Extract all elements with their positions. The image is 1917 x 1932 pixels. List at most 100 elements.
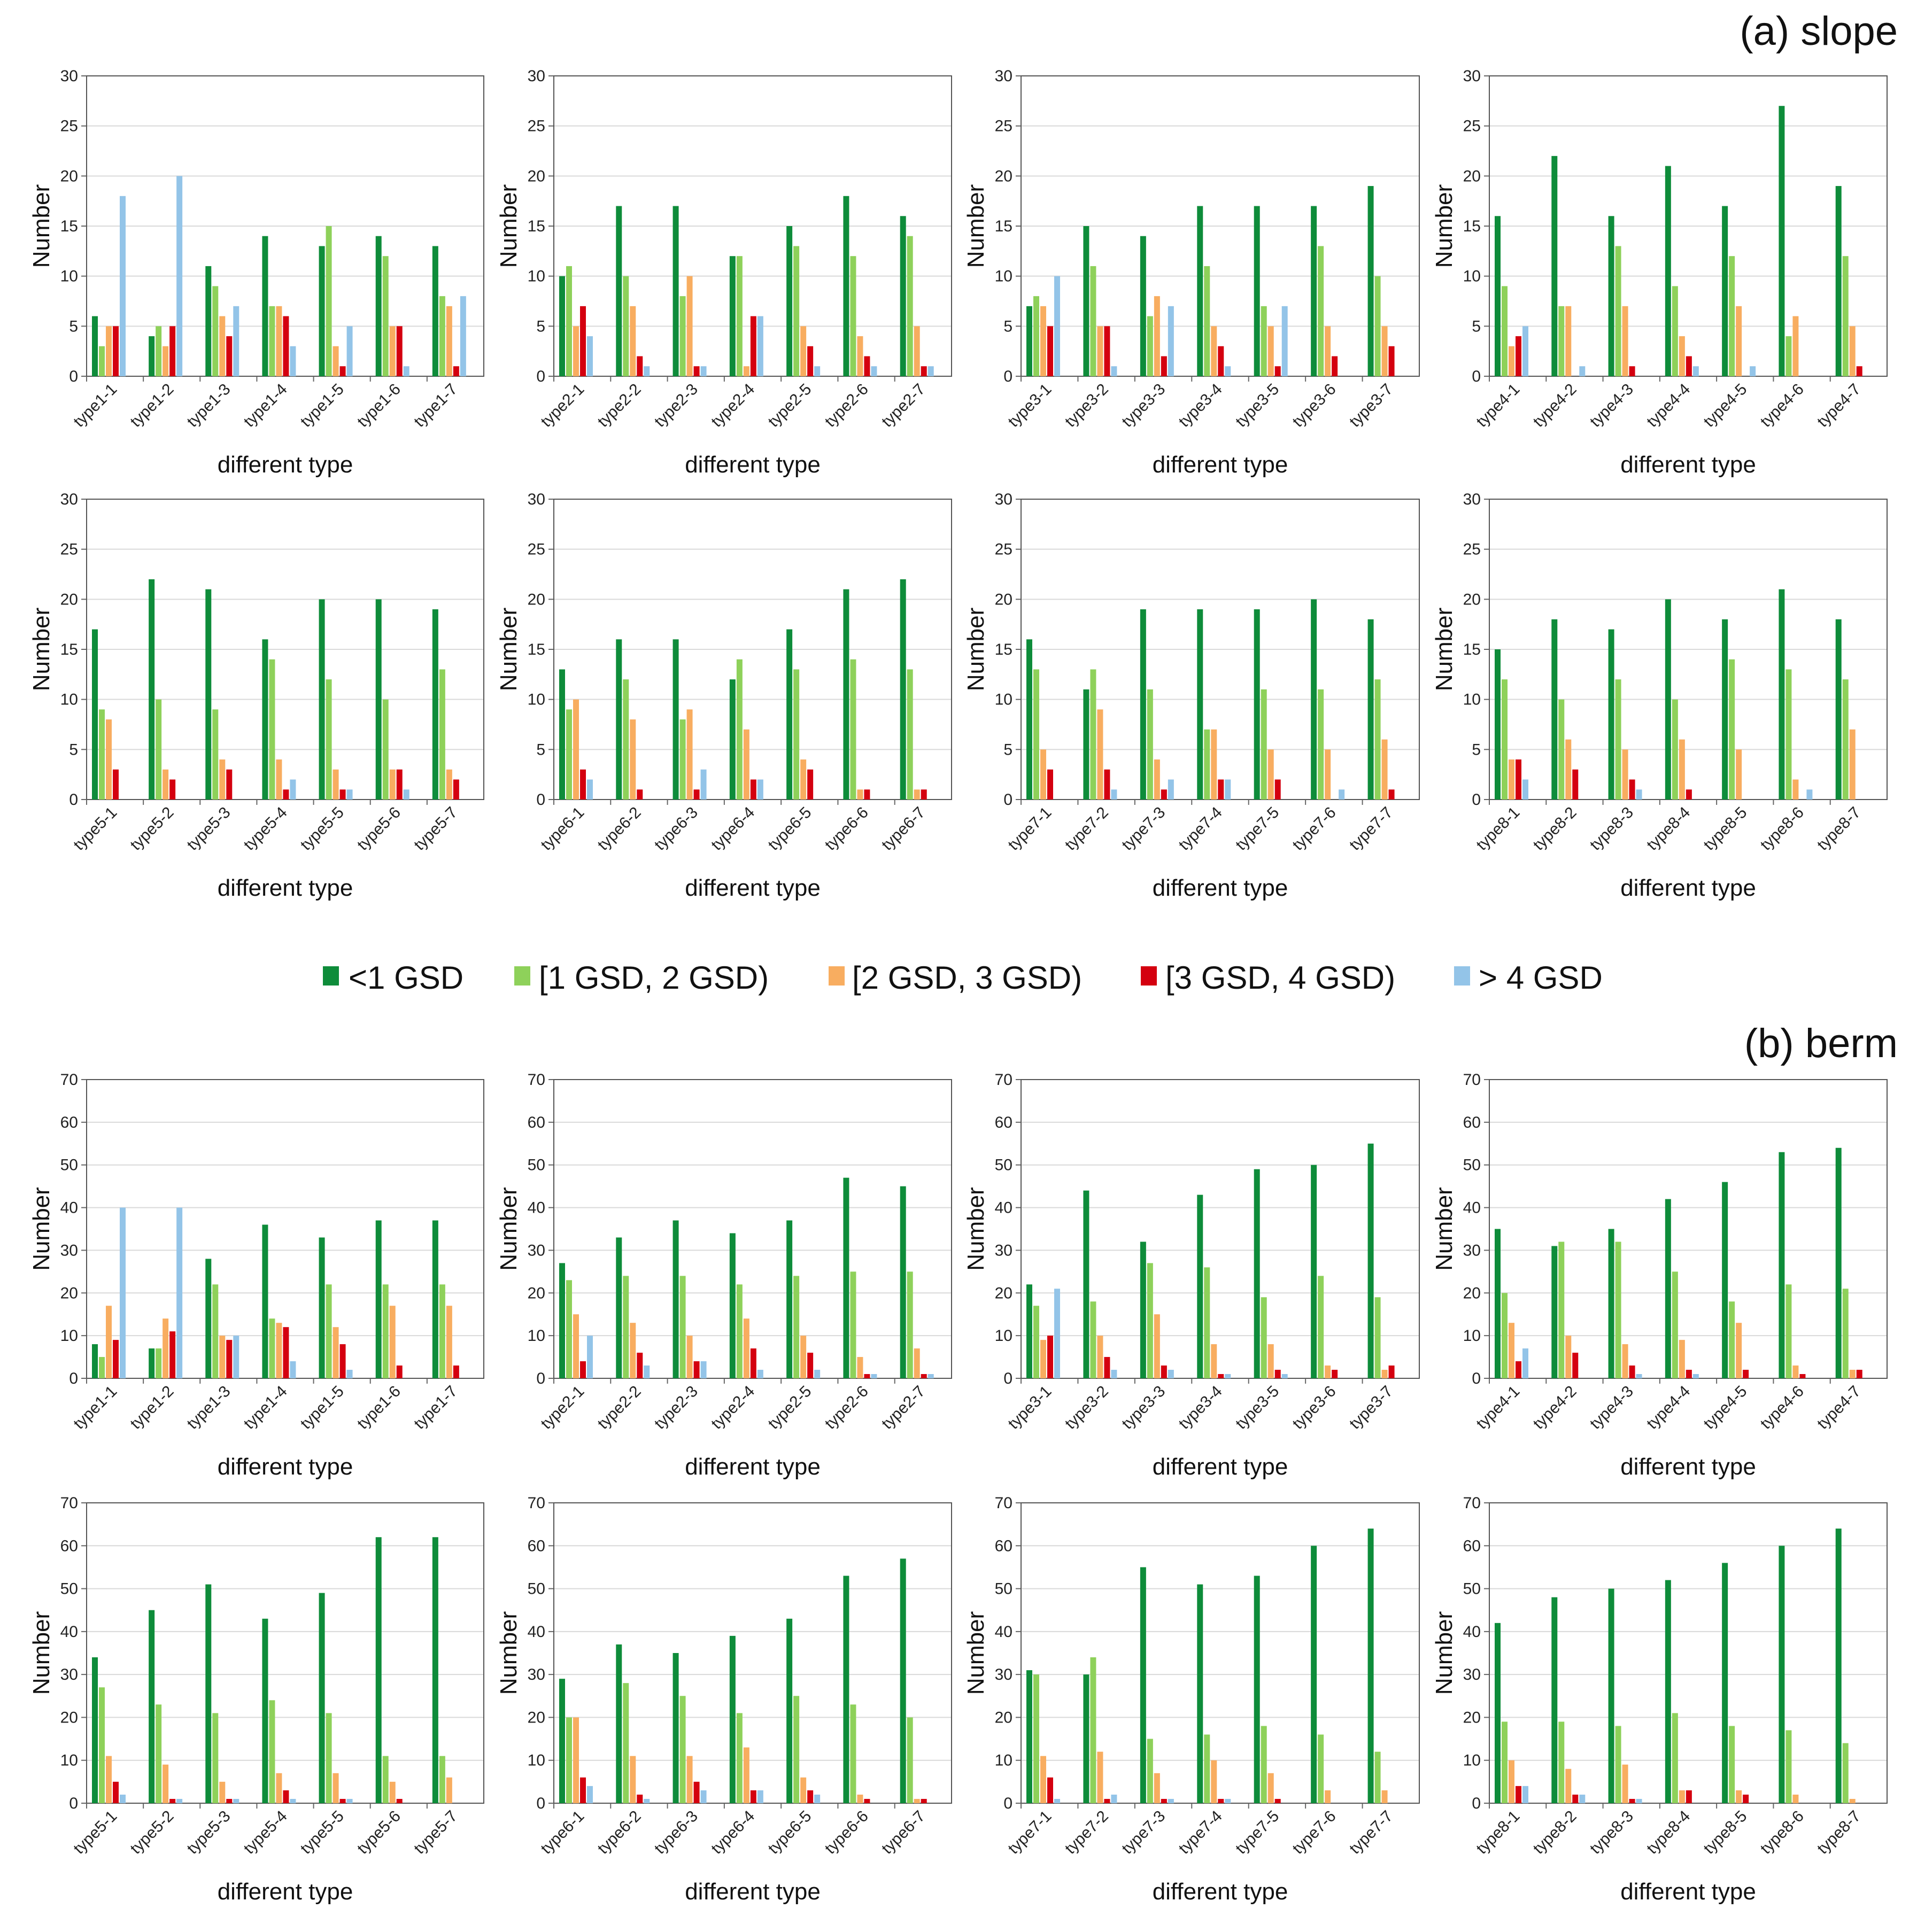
bar xyxy=(1729,256,1735,376)
y-tick-label: 10 xyxy=(60,1327,78,1345)
bar xyxy=(580,769,586,800)
y-tick-label: 70 xyxy=(995,1494,1012,1512)
bar xyxy=(113,1340,119,1378)
y-tick-label: 30 xyxy=(995,1666,1012,1683)
bar xyxy=(1040,306,1046,376)
bar xyxy=(1332,356,1338,376)
bar xyxy=(1318,1276,1324,1378)
y-tick-label: 20 xyxy=(995,1284,1012,1302)
bar xyxy=(1026,1670,1032,1803)
bar xyxy=(1622,1764,1628,1803)
y-tick-label: 40 xyxy=(995,1623,1012,1641)
bar xyxy=(700,1361,707,1378)
bar xyxy=(326,1284,332,1378)
bar xyxy=(1225,366,1231,376)
y-tick-label: 30 xyxy=(528,491,545,508)
bar xyxy=(750,1348,756,1378)
bar xyxy=(686,276,693,376)
bar xyxy=(163,1318,169,1378)
bar xyxy=(1090,266,1096,376)
bar xyxy=(757,779,763,800)
bar xyxy=(446,1777,452,1803)
bar xyxy=(92,1344,98,1378)
bar xyxy=(269,1318,275,1378)
y-tick-label: 10 xyxy=(60,268,78,285)
bar xyxy=(587,779,593,800)
bar xyxy=(169,326,176,376)
bar xyxy=(113,1781,119,1803)
bar xyxy=(319,1593,325,1803)
y-tick-label: 0 xyxy=(1472,368,1481,385)
bar xyxy=(1033,1674,1039,1803)
bar xyxy=(1672,699,1678,800)
bar xyxy=(1047,1777,1053,1803)
y-axis-label: Number xyxy=(963,608,989,692)
bar xyxy=(326,679,332,800)
bar xyxy=(729,1233,736,1378)
bar xyxy=(403,366,409,376)
bar xyxy=(1672,1271,1678,1378)
bar xyxy=(1274,366,1281,376)
bar xyxy=(1849,729,1856,800)
y-tick-label: 20 xyxy=(60,1709,78,1726)
bar xyxy=(1579,366,1586,376)
bar xyxy=(1318,689,1324,800)
y-tick-label: 60 xyxy=(60,1114,78,1131)
legend-swatch xyxy=(829,966,845,986)
bar xyxy=(871,1374,877,1378)
y-tick-label: 40 xyxy=(1463,1623,1481,1641)
bar xyxy=(92,316,98,376)
y-tick-label: 10 xyxy=(528,268,545,285)
bar xyxy=(319,246,325,376)
bar xyxy=(1090,669,1096,800)
bar xyxy=(1806,789,1813,800)
y-tick-label: 20 xyxy=(1463,1284,1481,1302)
bar xyxy=(1679,1790,1685,1803)
bar xyxy=(736,1713,743,1803)
y-tick-label: 40 xyxy=(995,1199,1012,1217)
y-tick-label: 60 xyxy=(528,1114,545,1131)
bar xyxy=(1608,629,1614,800)
bar xyxy=(857,1357,863,1378)
bar xyxy=(843,196,849,376)
bar xyxy=(743,1747,749,1803)
legend-label: > 4 GSD xyxy=(1479,960,1603,996)
bar xyxy=(1225,1798,1231,1803)
bar xyxy=(786,629,793,800)
bar xyxy=(559,276,565,376)
x-axis-label: different type xyxy=(1153,1454,1288,1480)
bar xyxy=(757,316,763,376)
y-tick-label: 30 xyxy=(1463,491,1481,508)
bar xyxy=(432,246,438,376)
y-tick-label: 5 xyxy=(536,317,545,335)
bar xyxy=(1261,689,1267,800)
bar xyxy=(1311,1546,1317,1803)
bar xyxy=(1388,346,1395,376)
bar xyxy=(283,316,289,376)
bar xyxy=(169,779,176,800)
bar xyxy=(736,256,743,376)
y-tick-label: 0 xyxy=(69,368,78,385)
bar xyxy=(389,326,396,376)
bar xyxy=(1097,709,1103,800)
bar xyxy=(1495,1229,1501,1378)
bar xyxy=(1367,619,1374,800)
bar xyxy=(1551,156,1558,376)
y-axis-label: Number xyxy=(963,184,989,268)
bar xyxy=(864,789,870,800)
bar xyxy=(1565,306,1572,376)
bar xyxy=(205,1584,212,1803)
bar xyxy=(573,1717,579,1803)
bar xyxy=(156,1348,162,1378)
bar xyxy=(1629,366,1635,376)
bar xyxy=(573,326,579,376)
bar xyxy=(729,679,736,800)
bar xyxy=(1218,779,1224,800)
bar xyxy=(120,1207,126,1378)
bar xyxy=(1040,749,1046,800)
bar xyxy=(1261,1726,1267,1803)
bar xyxy=(1211,1344,1217,1378)
bar xyxy=(807,346,814,376)
bar xyxy=(1204,266,1210,376)
bar xyxy=(1381,1790,1388,1803)
